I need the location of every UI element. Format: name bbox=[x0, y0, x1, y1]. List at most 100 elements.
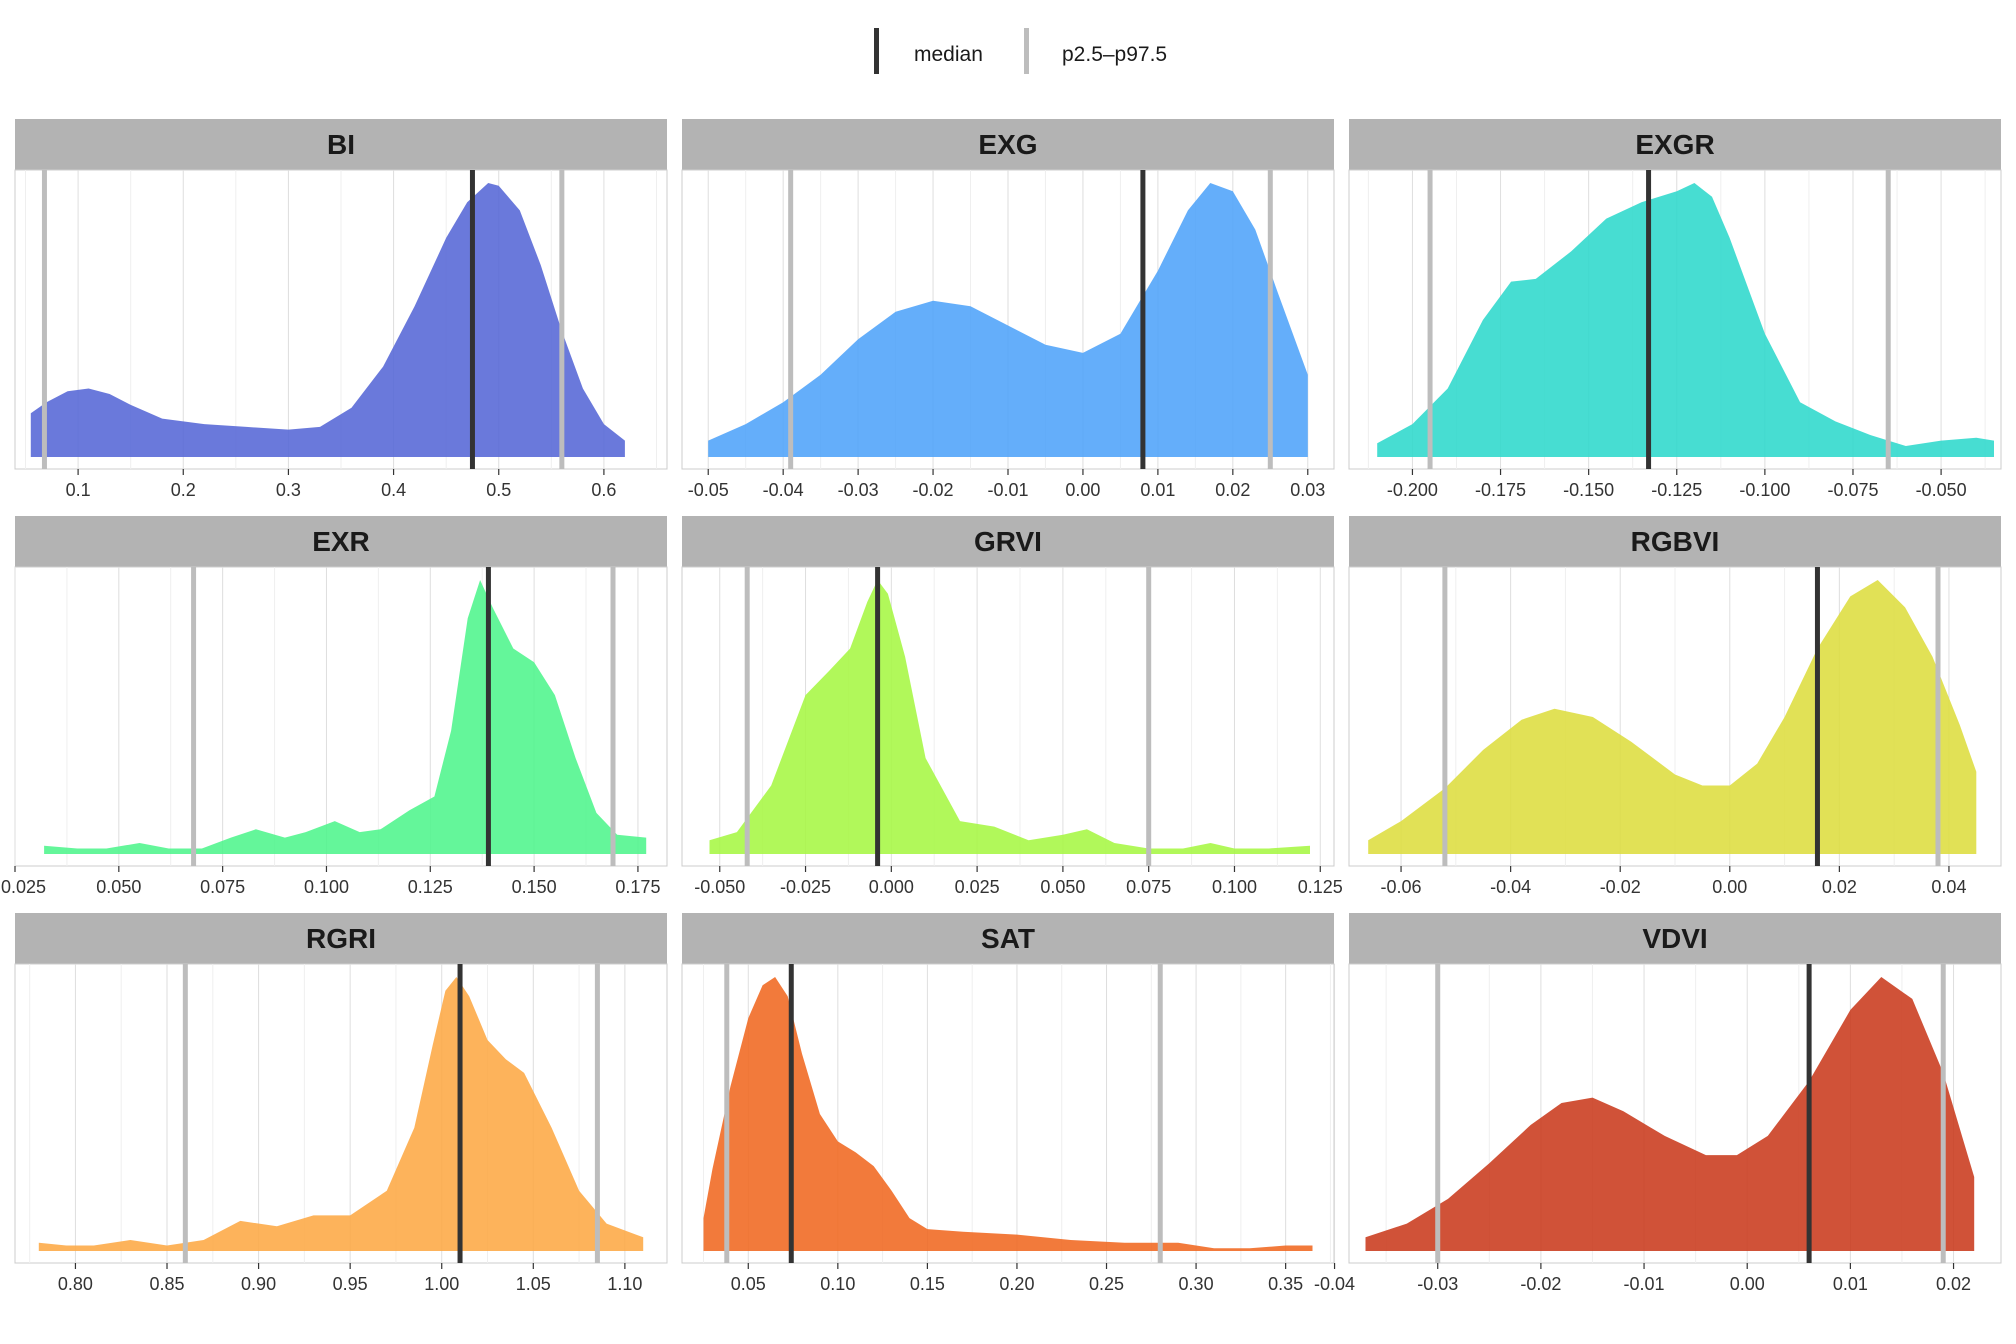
x-tick-label: 0.80 bbox=[58, 1274, 93, 1294]
facet-panel-bi: BI 0.1 0.2 0.3 0.4 0.5 0.6 bbox=[14, 119, 668, 500]
x-tick-label: -0.04 bbox=[763, 480, 804, 500]
facet-panel-exgr: EXGR -0.200 -0.175 -0.150 -0.125 -0.100 -0.075… bbox=[1348, 119, 2002, 500]
facet-title: RGRI bbox=[306, 923, 376, 954]
x-tick-label: -0.025 bbox=[780, 877, 831, 897]
x-tick-label: 0.05 bbox=[731, 1274, 766, 1294]
facet-title: VDVI bbox=[1642, 923, 1707, 954]
facet-strip bbox=[15, 119, 667, 170]
x-tick-label: 0.25 bbox=[1089, 1274, 1124, 1294]
x-tick-label: 0.02 bbox=[1215, 480, 1250, 500]
facet-panel-vdvi: VDVI -0.04 -0.03 -0.02 -0.01 0.00 0.01 0.02 bbox=[1314, 913, 2002, 1294]
x-tick-label: 0.04 bbox=[1931, 877, 1966, 897]
x-tick-label: 0.075 bbox=[200, 877, 245, 897]
x-tick-label: 0.35 bbox=[1268, 1274, 1303, 1294]
x-tick-label: -0.150 bbox=[1563, 480, 1614, 500]
x-tick-label: 0.150 bbox=[512, 877, 557, 897]
legend-median-key bbox=[874, 28, 879, 74]
legend-range-label: p2.5–p97.5 bbox=[1062, 43, 1167, 66]
x-tick-label: -0.04 bbox=[1490, 877, 1531, 897]
x-tick-label: 0.6 bbox=[591, 480, 616, 500]
x-tick-label: -0.02 bbox=[913, 480, 954, 500]
legend: median p2.5–p97.5 bbox=[874, 28, 1167, 74]
x-tick-label: -0.100 bbox=[1739, 480, 1790, 500]
facet-panel-rgri: RGRI 0.80 0.85 0.90 0.95 1.00 1.05 1.10 bbox=[14, 913, 668, 1294]
density-area bbox=[703, 977, 1313, 1251]
facet-strip bbox=[682, 516, 1334, 567]
x-tick-label: -0.05 bbox=[688, 480, 729, 500]
x-tick-label: 1.10 bbox=[607, 1274, 642, 1294]
x-tick-label: 1.05 bbox=[516, 1274, 551, 1294]
x-tick-label: 0.03 bbox=[1290, 480, 1325, 500]
x-tick-label: 0.100 bbox=[304, 877, 349, 897]
x-tick-label: 0.95 bbox=[333, 1274, 368, 1294]
density-area bbox=[1377, 183, 1994, 457]
facet-panel-exg: EXG -0.05 -0.04 -0.03 -0.02 -0.01 0.00 0.01 0.02… bbox=[681, 119, 1335, 500]
facet-panel-sat: SAT 0.05 0.10 0.15 0.20 0.25 0.30 0.35 bbox=[681, 913, 1335, 1294]
density-area bbox=[708, 183, 1308, 457]
x-tick-label: 0.00 bbox=[1065, 480, 1100, 500]
x-tick-label: 0.00 bbox=[1730, 1274, 1765, 1294]
x-tick-label: 0.02 bbox=[1822, 877, 1857, 897]
x-tick-label: -0.01 bbox=[987, 480, 1028, 500]
x-tick-label: 0.01 bbox=[1833, 1274, 1868, 1294]
x-tick-label: 0.125 bbox=[1298, 877, 1343, 897]
facet-panel-rgbvi: RGBVI -0.06 -0.04 -0.02 0.00 0.02 0.04 bbox=[1348, 516, 2002, 897]
x-tick-label: 1.00 bbox=[424, 1274, 459, 1294]
facet-strip bbox=[1349, 913, 2001, 964]
x-tick-label: 0.025 bbox=[955, 877, 1000, 897]
x-tick-label: 0.3 bbox=[276, 480, 301, 500]
x-tick-label: -0.200 bbox=[1387, 480, 1438, 500]
legend-range-key bbox=[1024, 28, 1029, 74]
x-tick-label: 0.025 bbox=[1, 877, 46, 897]
x-tick-label: 0.10 bbox=[820, 1274, 855, 1294]
x-tick-label: -0.03 bbox=[1417, 1274, 1458, 1294]
x-tick-label: -0.02 bbox=[1600, 877, 1641, 897]
facet-title: EXG bbox=[978, 129, 1037, 160]
density-area bbox=[1368, 580, 1977, 854]
x-tick-label: 0.175 bbox=[615, 877, 660, 897]
facet-panel-exr: EXR 0.025 0.050 0.075 0.100 0.125 0.150 0.175 bbox=[1, 516, 668, 897]
facet-title: EXR bbox=[312, 526, 370, 557]
density-area bbox=[1365, 977, 1975, 1251]
facet-strip bbox=[1349, 516, 2001, 567]
x-tick-label: 0.02 bbox=[1936, 1274, 1971, 1294]
facet-title: SAT bbox=[981, 923, 1035, 954]
x-tick-label: 0.5 bbox=[486, 480, 511, 500]
x-tick-label: 0.15 bbox=[910, 1274, 945, 1294]
x-tick-label: 0.050 bbox=[96, 877, 141, 897]
facet-strip bbox=[15, 913, 667, 964]
x-tick-label: -0.03 bbox=[838, 480, 879, 500]
x-tick-label: -0.02 bbox=[1520, 1274, 1561, 1294]
x-tick-label: 0.050 bbox=[1040, 877, 1085, 897]
facet-panel-grvi: GRVI -0.050 -0.025 0.000 0.025 0.050 0.075 0.10… bbox=[681, 516, 1343, 897]
x-tick-label: 0.00 bbox=[1712, 877, 1747, 897]
x-tick-label: -0.075 bbox=[1827, 480, 1878, 500]
facet-strip bbox=[682, 913, 1334, 964]
x-tick-label: 0.075 bbox=[1126, 877, 1171, 897]
x-tick-label: 0.01 bbox=[1140, 480, 1175, 500]
facet-strip bbox=[682, 119, 1334, 170]
facet-title: EXGR bbox=[1635, 129, 1714, 160]
x-tick-label: 0.90 bbox=[241, 1274, 276, 1294]
x-tick-label: 0.20 bbox=[999, 1274, 1034, 1294]
x-tick-label: 0.2 bbox=[171, 480, 196, 500]
facet-title: BI bbox=[327, 129, 355, 160]
x-tick-label: 0.125 bbox=[408, 877, 453, 897]
facet-strip bbox=[15, 516, 667, 567]
legend-median-label: median bbox=[914, 43, 983, 66]
x-tick-label: 0.30 bbox=[1179, 1274, 1214, 1294]
x-tick-label: -0.050 bbox=[1916, 480, 1967, 500]
x-tick-label: 0.000 bbox=[869, 877, 914, 897]
density-area bbox=[44, 580, 647, 854]
facet-strip bbox=[1349, 119, 2001, 170]
x-tick-label: -0.04 bbox=[1314, 1274, 1355, 1294]
x-tick-label: 0.1 bbox=[66, 480, 91, 500]
x-tick-label: -0.01 bbox=[1624, 1274, 1665, 1294]
density-area bbox=[709, 580, 1310, 854]
x-tick-label: 0.4 bbox=[381, 480, 406, 500]
facet-title: RGBVI bbox=[1631, 526, 1720, 557]
x-tick-label: -0.175 bbox=[1475, 480, 1526, 500]
density-area bbox=[38, 977, 644, 1251]
x-tick-label: -0.050 bbox=[694, 877, 745, 897]
